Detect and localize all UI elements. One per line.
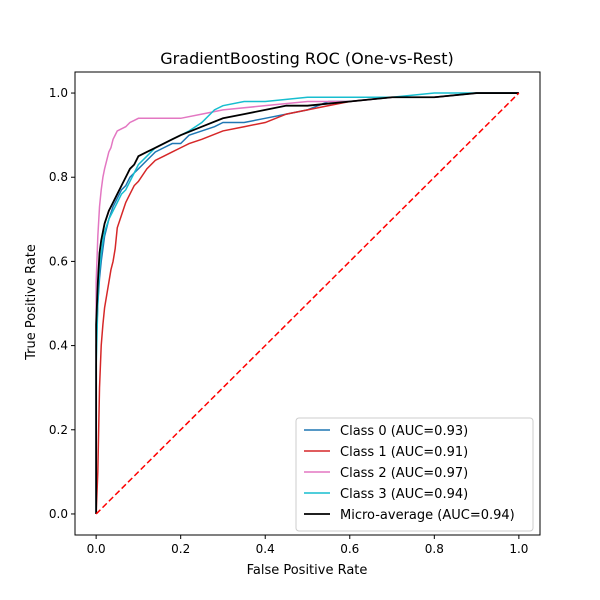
series-line-0 xyxy=(95,92,519,514)
legend-box xyxy=(295,417,534,532)
legend-label-1: Class 1 (AUC=0.91) xyxy=(340,445,468,460)
y-tick-label-2: 0.4 xyxy=(49,339,68,353)
axis-ticks: 0.0 0.2 0.4 0.6 0.8 1.0 0.0 0.2 0.4 0.6 0.8 1.0 xyxy=(49,86,529,556)
series-line-3 xyxy=(95,92,519,514)
series-line-4 xyxy=(95,92,519,514)
plot-area xyxy=(74,71,541,536)
y-tick-label-5: 1.0 xyxy=(49,86,68,100)
y-tick-label-3: 0.6 xyxy=(49,254,68,268)
legend-label-3: Class 3 (AUC=0.94) xyxy=(340,487,468,502)
x-tick-label-1: 0.2 xyxy=(171,542,190,556)
x-tick-label-5: 1.0 xyxy=(509,542,528,556)
axes-frame xyxy=(74,71,541,536)
y-tick-label-4: 0.8 xyxy=(49,170,68,184)
legend-label-2: Class 2 (AUC=0.97) xyxy=(340,466,468,481)
y-tick-label-1: 0.2 xyxy=(49,423,68,437)
legend-label-4: Micro-average (AUC=0.94) xyxy=(340,508,515,523)
x-tick-label-3: 0.6 xyxy=(340,542,359,556)
x-axis-label: False Positive Rate xyxy=(247,563,368,578)
x-tick-label-0: 0.0 xyxy=(87,542,106,556)
chart-title: GradientBoosting ROC (One-vs-Rest) xyxy=(160,49,453,68)
legend-label-0: Class 0 (AUC=0.93) xyxy=(340,424,468,439)
legend: Class 0 (AUC=0.93) Class 1 (AUC=0.91) Clas… xyxy=(295,417,534,532)
y-axis-label: True Positive Rate xyxy=(24,244,39,361)
series-line-1 xyxy=(95,92,519,514)
x-tick-label-2: 0.4 xyxy=(256,542,275,556)
y-tick-label-0: 0.0 xyxy=(49,507,68,521)
reference-diagonal xyxy=(95,92,520,515)
x-tick-label-4: 0.8 xyxy=(425,542,444,556)
series-line-2 xyxy=(95,92,519,514)
